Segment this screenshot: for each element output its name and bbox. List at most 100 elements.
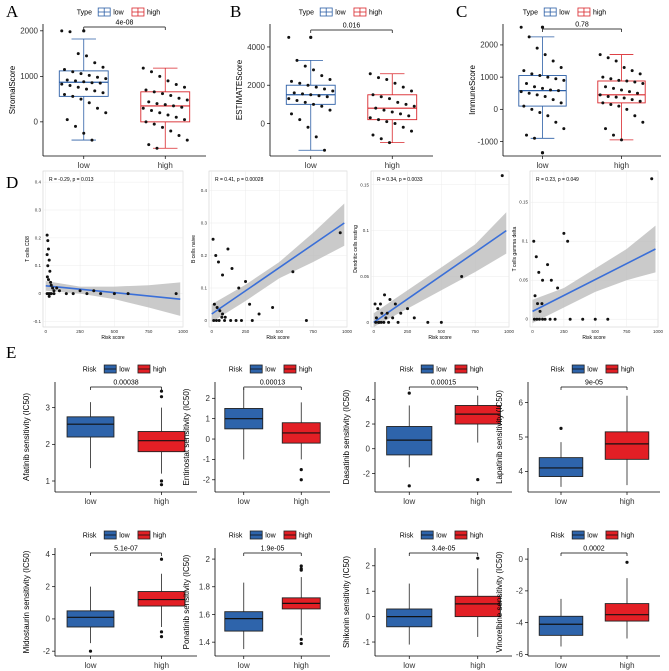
jitter-point	[144, 120, 148, 124]
jitter-point	[535, 93, 539, 97]
scatter-point	[92, 289, 96, 293]
scatter-point	[543, 317, 547, 321]
outlier-point	[159, 557, 164, 561]
scatter-point	[126, 292, 130, 296]
jitter-point	[287, 97, 291, 101]
jitter-point	[541, 151, 544, 155]
x-tick-label: 1000	[178, 329, 189, 334]
jitter-point	[371, 93, 375, 97]
jitter-point	[559, 101, 563, 105]
jitter-point	[76, 85, 80, 89]
jitter-point	[320, 104, 324, 108]
jitter-point	[160, 125, 164, 129]
y-tick-label: 0.05	[519, 278, 528, 283]
e7-legend-title: Risk	[400, 532, 414, 539]
jitter-point	[612, 86, 616, 90]
jitter-point	[556, 89, 560, 93]
jitter-point	[85, 54, 89, 58]
jitter-point	[374, 106, 378, 110]
outlier-point	[309, 35, 313, 39]
scatter-point	[49, 292, 53, 296]
y-axis-title: Dasatinib sensitivity (IC50)	[342, 389, 351, 484]
chart-c: -1000 0 1000 2000 low high ImmuneScore 0.78	[468, 22, 661, 170]
jitter-point	[543, 53, 547, 57]
scatter-point	[374, 316, 378, 320]
outlier-point	[159, 395, 164, 399]
e1-legend-label-low: low	[119, 366, 130, 373]
scatter-point	[234, 319, 238, 322]
y-tick-label: 0.4	[35, 180, 42, 185]
jitter-point	[163, 103, 167, 107]
jitter-point	[519, 90, 523, 94]
scatter-point	[229, 319, 233, 322]
box-low	[538, 457, 584, 477]
scatter-point	[500, 174, 504, 178]
scatter-point	[568, 317, 572, 321]
x-tick-label-high: high	[619, 497, 634, 506]
x-tick-label: 1000	[342, 329, 353, 334]
x-tick-label: 250	[242, 329, 250, 334]
jitter-point	[147, 100, 151, 104]
e8-legend-title: Risk	[551, 532, 565, 539]
y-tick-label: 4000	[247, 43, 265, 52]
y-tick-label: 2	[46, 440, 51, 449]
jitter-point	[630, 69, 634, 73]
chart-e4: 4 5 6 low high Lapatinib sensitivity (IC50) 9e…	[495, 380, 660, 506]
jitter-point	[604, 127, 608, 131]
e6-legend: Risk low high	[229, 530, 312, 539]
a-legend-label-low: low	[113, 9, 124, 16]
jitter-point	[298, 118, 302, 122]
confidence-band	[532, 225, 656, 324]
jitter-point	[546, 114, 550, 118]
scatter-point	[376, 307, 380, 311]
jitter-point	[559, 65, 563, 69]
jitter-point	[393, 81, 397, 85]
e3-legend-label-low: low	[436, 366, 447, 373]
x-tick-label-low: low	[78, 161, 90, 170]
chart-e8: -6 -4 -2 0 low high Vinorelbine sensitivity (I…	[495, 546, 660, 670]
scatter-point	[399, 311, 403, 315]
jitter-point	[554, 77, 558, 81]
y-tick-label: -2	[516, 587, 524, 596]
scatter-point	[593, 317, 597, 321]
scatter-point	[382, 320, 386, 324]
x-tick-label-low: low	[536, 161, 548, 170]
jitter-point	[155, 146, 159, 150]
x-tick-label-low: low	[555, 497, 567, 506]
scatter-point	[220, 315, 224, 319]
scatter-point	[533, 294, 537, 298]
chart-d3: 0 250 500 750 1000 0 0.05 0.1 0.15 R = 0.34, p = …	[353, 170, 515, 341]
x-tick-label-low: low	[84, 661, 96, 670]
scatter-point	[566, 239, 570, 243]
jitter-point	[390, 110, 394, 114]
jitter-point	[393, 121, 397, 125]
jitter-point	[169, 93, 173, 97]
outlier-point	[407, 391, 411, 395]
jitter-point	[633, 114, 637, 118]
pvalue-label: 0.016	[343, 23, 361, 30]
jitter-point	[412, 104, 416, 108]
outlier-point	[299, 567, 303, 571]
y-tick-label: 4	[519, 467, 524, 476]
y-axis-title: ImmuneScore	[468, 65, 477, 115]
jitter-point	[158, 74, 162, 78]
jitter-point	[185, 138, 189, 142]
jitter-point	[554, 120, 558, 124]
jitter-point	[185, 98, 189, 102]
scatter-point	[45, 233, 49, 237]
x-tick-label-low: low	[403, 497, 415, 506]
jitter-point	[73, 79, 77, 83]
y-axis-title: StromalScore	[8, 65, 17, 114]
scatter-point	[212, 302, 216, 306]
x-tick-label: 0	[372, 329, 375, 334]
scatter-point	[546, 263, 550, 267]
y-axis-title: Dendritic cells resting	[353, 225, 359, 273]
jitter-point	[323, 148, 327, 152]
scatter-point	[396, 320, 400, 324]
jitter-point	[158, 111, 162, 115]
panel-label-b: B	[230, 2, 241, 21]
jitter-point	[533, 85, 537, 89]
scatter-point	[239, 319, 243, 322]
jitter-point	[312, 68, 316, 72]
correlation-stat: R = -0.29, p = 0.013	[49, 177, 94, 183]
